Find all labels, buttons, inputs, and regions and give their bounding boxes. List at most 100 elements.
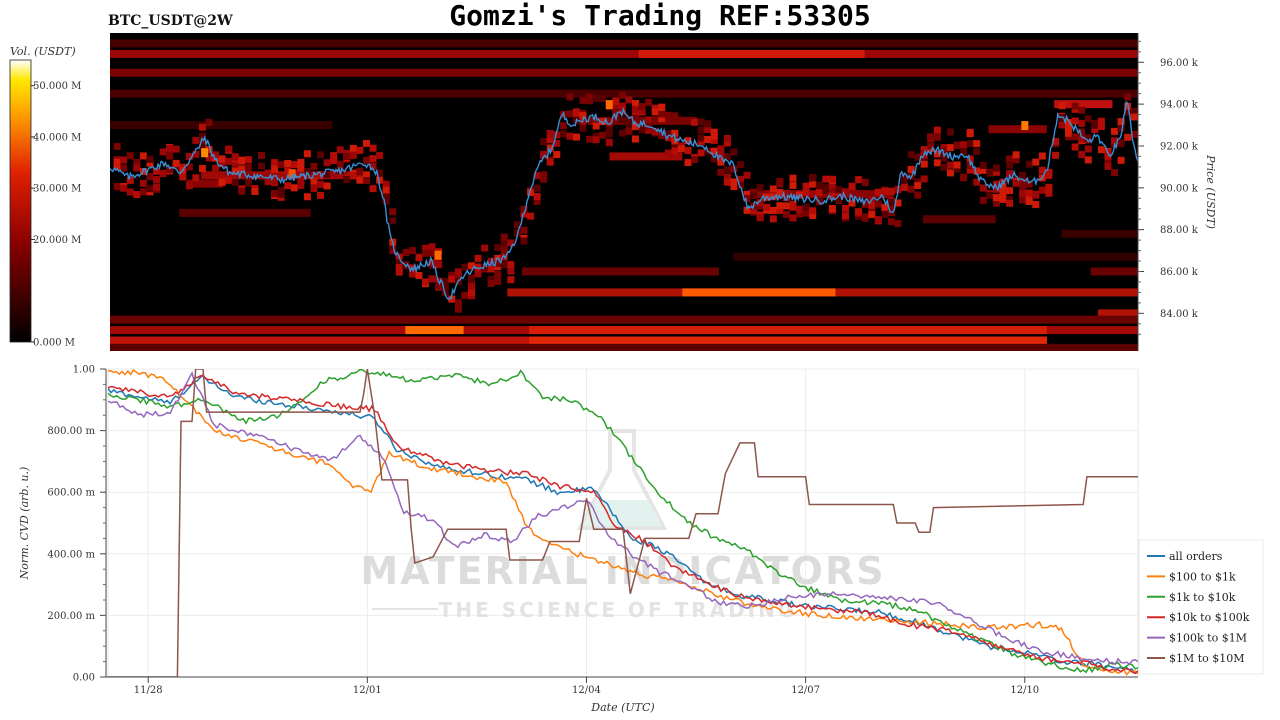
heatmap-cell (835, 186, 843, 194)
heatmap-cell (953, 165, 961, 173)
heatmap-cell (664, 149, 672, 157)
heatmap-cell (684, 147, 692, 155)
heatmap-cell (612, 97, 620, 105)
heatmap-band (110, 315, 1138, 324)
heatmap-cell (1045, 183, 1053, 191)
heatmap-cell (874, 216, 882, 224)
heatmap-cell (697, 118, 705, 126)
heatmap-cell (809, 180, 817, 188)
cvd-x-tick-label: 12/07 (791, 685, 820, 696)
heatmap-cell (828, 182, 836, 190)
heatmap-cell (415, 254, 423, 262)
heatmap-cell (769, 206, 777, 214)
heatmap-cell (277, 187, 285, 195)
heatmap-cell (500, 261, 508, 269)
heatmap-cell (710, 128, 718, 136)
heatmap-cell (638, 116, 646, 124)
heatmap-cell (960, 141, 968, 149)
heatmap-cell (717, 158, 725, 166)
heatmap-cell (179, 163, 187, 171)
heatmap-cell (1084, 115, 1092, 123)
heatmap-cell (658, 110, 666, 118)
heatmap-cell (750, 206, 758, 214)
heatmap-cell (605, 125, 613, 133)
heatmap-cell (513, 221, 521, 229)
heatmap-cell (887, 203, 895, 211)
heatmap-cell (441, 283, 449, 291)
heatmap-cell (723, 134, 731, 142)
heatmap-cell (999, 183, 1007, 191)
heatmap-cell (763, 203, 771, 211)
heatmap-cell (743, 194, 751, 202)
heatmap-cell (894, 199, 902, 207)
heatmap-cell (586, 93, 594, 101)
heatmap-cell (855, 208, 863, 216)
heatmap-cell (612, 109, 620, 117)
heatmap-cell (632, 100, 640, 108)
heatmap-cell (651, 104, 659, 112)
legend-label: $1M to $10M (1169, 652, 1245, 665)
heatmap-cell (205, 146, 213, 154)
heatmap-cell (212, 164, 220, 172)
heatmap-cell (1091, 125, 1099, 133)
heatmap-cell (487, 279, 495, 287)
heatmap-cell (198, 123, 206, 131)
heatmap-cell (769, 215, 777, 223)
heatmap-cell (999, 189, 1007, 197)
heatmap-cell (113, 183, 121, 191)
heatmap-cell (1104, 162, 1112, 170)
heatmap-cell (592, 122, 600, 130)
heatmap-cell (251, 187, 259, 195)
legend-label: $100 to $1k (1169, 570, 1236, 583)
heatmap-cell (382, 186, 390, 194)
heatmap-cell (376, 152, 384, 160)
heatmap-cell (1117, 140, 1125, 148)
heatmap-cell (822, 175, 830, 183)
heatmap-cell (481, 263, 489, 271)
cvd-series-line (108, 374, 1138, 675)
heatmap-cell (914, 153, 922, 161)
heatmap-cell (710, 155, 718, 163)
heatmap-cell (494, 270, 502, 278)
heatmap-cell (546, 130, 554, 138)
heatmap-cell (769, 193, 777, 201)
heatmap-cell (1032, 201, 1040, 209)
heatmap-cell (566, 110, 574, 118)
heatmap-cell (185, 152, 193, 160)
heatmap-cell (1058, 102, 1066, 110)
heatmap-cell (474, 270, 482, 278)
heatmap-cell (677, 117, 685, 125)
heatmap-band (988, 125, 1047, 134)
heatmap-cell (776, 180, 784, 188)
heatmap-cell (566, 93, 574, 101)
heatmap-cell (1111, 169, 1119, 177)
heatmap-cell (376, 169, 384, 177)
heatmap-cell (572, 109, 580, 117)
heatmap-cell (218, 155, 226, 163)
heatmap-cell (992, 168, 1000, 176)
heatmap-cell (454, 305, 462, 313)
heatmap-cell (271, 159, 279, 167)
heatmap-cell (723, 152, 731, 160)
colorbar-tick-label: 20.000 M (33, 235, 81, 246)
cvd-x-axis-ticks: 11/28 12/01 12/04 12/07 12/10 (134, 677, 1039, 696)
heatmap-cell (664, 111, 672, 119)
heatmap-band (1090, 267, 1138, 276)
heatmap-cell (389, 217, 397, 225)
heatmap-cell (382, 192, 390, 200)
heatmap-cell (290, 161, 298, 169)
heatmap-cell (782, 210, 790, 218)
heatmap-cell (776, 189, 784, 197)
heatmap-cell (946, 144, 954, 152)
watermark-line1: MATERIAL INDICATORS (360, 549, 885, 593)
heatmap-cell (408, 270, 416, 278)
heatmap-cell (907, 185, 915, 193)
heatmap-cell (710, 136, 718, 144)
heatmap-cell (723, 139, 731, 147)
heatmap-hotspot (434, 250, 442, 260)
heatmap-cell (789, 174, 797, 182)
heatmap-cell (336, 160, 344, 168)
heatmap-cell (1124, 93, 1132, 101)
heatmap-cell (166, 152, 174, 160)
heatmap-cell (1065, 133, 1073, 141)
